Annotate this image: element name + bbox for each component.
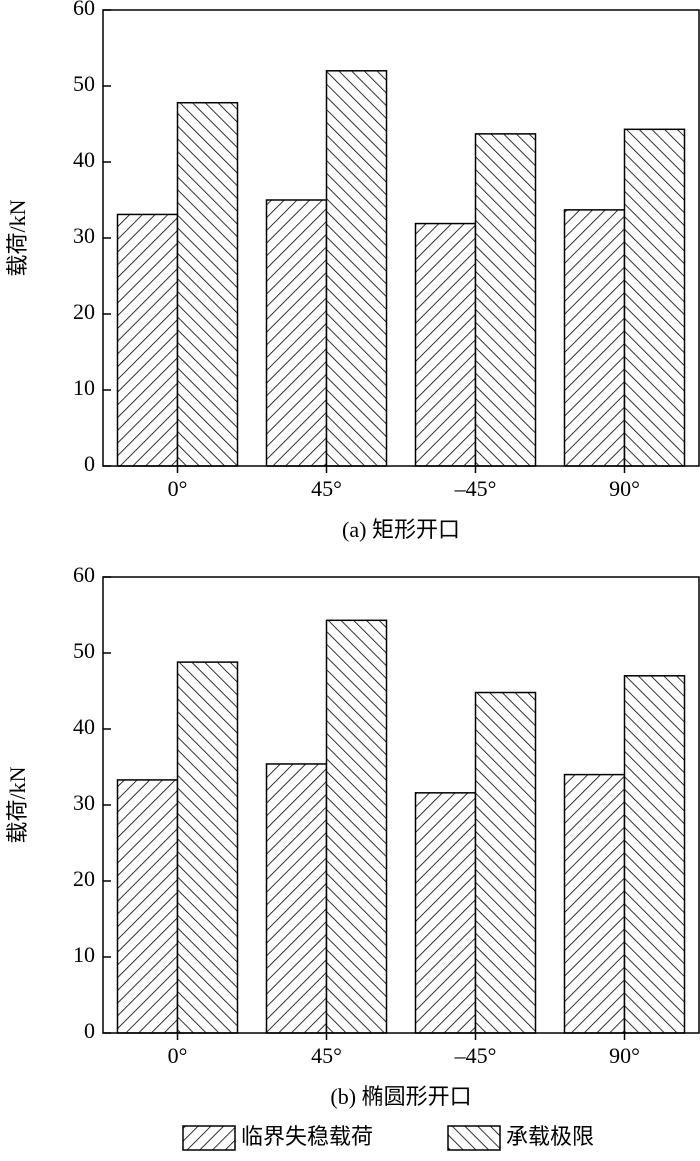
- bar: [265, 763, 328, 1034]
- bar: [474, 133, 537, 467]
- bar: [116, 213, 179, 467]
- caption: (a) 矩形开口: [342, 517, 460, 542]
- x-tick-label: 90°: [609, 1043, 640, 1068]
- y-axis-label: 载荷/kN: [5, 766, 30, 843]
- bar: [325, 70, 388, 467]
- bar: [474, 691, 537, 1034]
- bar: [414, 222, 477, 467]
- y-tick-label: 50: [73, 638, 95, 663]
- legend-swatch: [447, 1125, 501, 1151]
- legend-swatch: [182, 1125, 236, 1151]
- bar: [176, 101, 239, 467]
- legend-label: 临界失稳载荷: [241, 1124, 373, 1149]
- x-tick-label: –45°: [454, 476, 497, 501]
- x-tick-label: 0°: [168, 1043, 188, 1068]
- y-tick-label: 40: [73, 147, 95, 172]
- legend-label: 承载极限: [506, 1124, 594, 1149]
- y-tick-label: 60: [73, 0, 95, 20]
- bar: [563, 773, 626, 1034]
- y-tick-label: 10: [73, 375, 95, 400]
- x-tick-label: 0°: [168, 476, 188, 501]
- y-tick-label: 10: [73, 942, 95, 967]
- y-tick-label: 20: [73, 866, 95, 891]
- x-tick-label: 90°: [609, 476, 640, 501]
- y-tick-label: 30: [73, 790, 95, 815]
- y-tick-label: 0: [84, 1018, 95, 1043]
- bar: [414, 792, 477, 1034]
- bar: [116, 779, 179, 1034]
- bar: [265, 199, 328, 467]
- bar: [176, 661, 239, 1034]
- y-tick-label: 20: [73, 299, 95, 324]
- y-tick-label: 0: [84, 451, 95, 476]
- bar: [563, 209, 626, 467]
- y-tick-label: 50: [73, 71, 95, 96]
- bar: [325, 619, 388, 1034]
- x-tick-label: 45°: [311, 1043, 342, 1068]
- y-tick-label: 30: [73, 223, 95, 248]
- y-tick-label: 60: [73, 562, 95, 587]
- bar: [623, 675, 686, 1034]
- x-tick-label: –45°: [454, 1043, 497, 1068]
- y-axis-label: 载荷/kN: [5, 199, 30, 276]
- caption: (b) 椭圆形开口: [330, 1084, 471, 1109]
- x-tick-label: 45°: [311, 476, 342, 501]
- y-tick-label: 40: [73, 714, 95, 739]
- bar: [623, 128, 686, 467]
